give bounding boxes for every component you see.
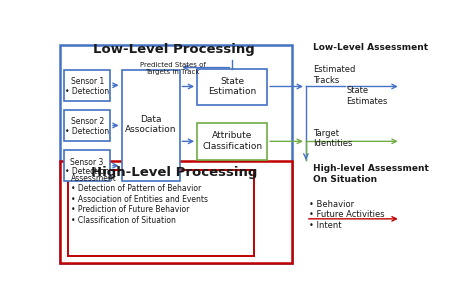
- Text: • Detection: • Detection: [65, 167, 109, 176]
- Text: Target
Identities: Target Identities: [313, 129, 352, 148]
- Text: High-Level Processing: High-Level Processing: [91, 166, 257, 179]
- FancyBboxPatch shape: [197, 123, 267, 160]
- FancyBboxPatch shape: [121, 70, 179, 181]
- Text: • Detection: • Detection: [65, 127, 109, 136]
- Text: • Detection: • Detection: [65, 87, 109, 96]
- Text: High-level Assessment
On Situation: High-level Assessment On Situation: [313, 165, 429, 184]
- FancyBboxPatch shape: [60, 45, 292, 262]
- FancyBboxPatch shape: [64, 110, 110, 141]
- Text: Sensor 2: Sensor 2: [71, 118, 104, 126]
- Text: Sensor 1: Sensor 1: [71, 77, 104, 86]
- FancyBboxPatch shape: [64, 70, 110, 101]
- Text: Attribute
Classification: Attribute Classification: [202, 131, 262, 150]
- Text: Low-Level Assessment: Low-Level Assessment: [313, 43, 428, 52]
- Text: State
Estimation: State Estimation: [208, 77, 256, 96]
- Text: • Behavior
• Future Activities
• Intent: • Behavior • Future Activities • Intent: [309, 200, 385, 230]
- Text: Predicted States of
Targets in Track: Predicted States of Targets in Track: [140, 62, 205, 75]
- FancyBboxPatch shape: [197, 69, 267, 105]
- Text: Low-Level Processing: Low-Level Processing: [93, 43, 255, 56]
- FancyBboxPatch shape: [64, 150, 110, 181]
- Text: Estimated
Tracks: Estimated Tracks: [313, 65, 355, 85]
- Text: State
Estimates: State Estimates: [346, 87, 388, 106]
- FancyBboxPatch shape: [68, 170, 254, 255]
- Text: Assessment
• Detection of Pattern of Behavior
• Association of Entities and Even: Assessment • Detection of Pattern of Beh…: [71, 174, 207, 224]
- FancyBboxPatch shape: [60, 161, 292, 262]
- Text: Data
Association: Data Association: [125, 115, 176, 134]
- Text: Sensor 3: Sensor 3: [71, 157, 104, 167]
